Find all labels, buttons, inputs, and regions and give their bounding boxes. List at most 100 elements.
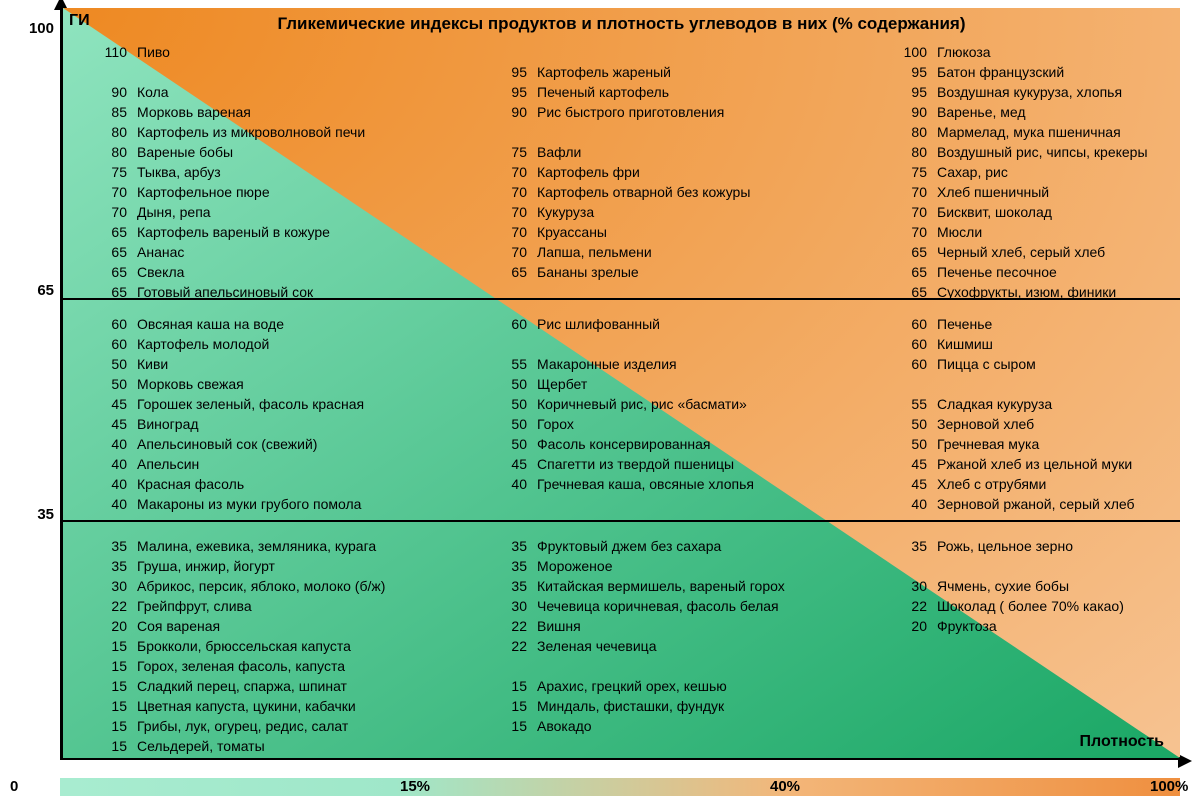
data-row: 90Рис быстрого приготовления	[493, 102, 750, 122]
product-name: Сельдерей, томаты	[137, 736, 265, 756]
gi-value: 15	[493, 696, 537, 716]
data-row: 110Пиво	[93, 42, 365, 62]
data-row: 65Свекла	[93, 262, 365, 282]
data-row: 30Чечевица коричневая, фасоль белая	[493, 596, 785, 616]
gi-value: 15	[493, 676, 537, 696]
gi-value: 70	[893, 222, 937, 242]
product-name: Апельсин	[137, 454, 199, 474]
product-name: Грибы, лук, огурец, редис, салат	[137, 716, 348, 736]
data-row: 40Зерновой ржаной, серый хлеб	[893, 494, 1135, 514]
gi-value: 40	[93, 494, 137, 514]
product-name: Батон французский	[937, 62, 1064, 82]
data-row: 40Апельсин	[93, 454, 364, 474]
product-name: Гречневая мука	[937, 434, 1039, 454]
gi-value: 95	[493, 82, 537, 102]
data-row: 35Китайская вермишель, вареный горох	[493, 576, 785, 596]
data-row: 70Картофель фри	[493, 162, 750, 182]
gi-value: 75	[493, 142, 537, 162]
gi-value: 15	[93, 696, 137, 716]
product-name: Ананас	[137, 242, 184, 262]
data-row: 22Вишня	[493, 616, 785, 636]
product-name: Зеленая чечевица	[537, 636, 656, 656]
y-tick: 35	[4, 506, 54, 523]
data-row: 60Кишмиш	[893, 334, 1135, 354]
gi-value: 22	[893, 596, 937, 616]
data-column: 60Овсяная каша на воде60Картофель молодо…	[93, 314, 364, 514]
product-name: Кукуруза	[537, 202, 594, 222]
gi-value: 90	[893, 102, 937, 122]
data-row: 85Морковь вареная	[93, 102, 365, 122]
gi-value: 70	[93, 202, 137, 222]
data-row: 65Готовый апельсиновый сок	[93, 282, 365, 302]
product-name: Зерновой ржаной, серый хлеб	[937, 494, 1135, 514]
data-column: 35Фруктовый джем без сахара35Мороженое35…	[493, 536, 785, 736]
data-column: 95Картофель жареный95Печеный картофель90…	[493, 42, 750, 282]
gi-value: 55	[893, 394, 937, 414]
product-name: Картофель отварной без кожуры	[537, 182, 750, 202]
gi-value: 95	[493, 62, 537, 82]
gi-value: 35	[493, 576, 537, 596]
data-row: 90Кола	[93, 82, 365, 102]
gi-value: 60	[893, 334, 937, 354]
product-name: Печеный картофель	[537, 82, 669, 102]
data-column: 110Пиво90Кола85Морковь вареная80Картофел…	[93, 42, 365, 302]
gi-value: 30	[893, 576, 937, 596]
gi-value: 50	[893, 414, 937, 434]
product-name: Свекла	[137, 262, 184, 282]
product-name: Хлеб с отрубями	[937, 474, 1046, 494]
product-name: Коричневый рис, рис «басмати»	[537, 394, 747, 414]
data-row: 95Печеный картофель	[493, 82, 750, 102]
gi-value: 75	[93, 162, 137, 182]
data-row: 50Щербет	[493, 374, 754, 394]
product-name: Щербет	[537, 374, 587, 394]
gi-value: 15	[93, 736, 137, 756]
product-name: Миндаль, фисташки, фундук	[537, 696, 724, 716]
gi-value: 70	[893, 182, 937, 202]
data-row: 70Картофельное пюре	[93, 182, 365, 202]
product-name: Пиво	[137, 42, 170, 62]
gi-value: 15	[93, 656, 137, 676]
product-name: Арахис, грецкий орех, кешью	[537, 676, 727, 696]
gi-value: 80	[93, 142, 137, 162]
data-row: 50Коричневый рис, рис «басмати»	[493, 394, 754, 414]
chart-title: Гликемические индексы продуктов и плотно…	[63, 14, 1180, 34]
data-column: 100Глюкоза95Батон французский95Воздушная…	[893, 42, 1148, 302]
data-row	[493, 42, 750, 62]
gi-value: 35	[893, 536, 937, 556]
gi-value: 65	[93, 262, 137, 282]
product-name: Рис быстрого приготовления	[537, 102, 724, 122]
gi-value: 95	[893, 82, 937, 102]
data-row: 15Арахис, грецкий орех, кешью	[493, 676, 785, 696]
data-row: 70Хлеб пшеничный	[893, 182, 1148, 202]
product-name: Мороженое	[537, 556, 612, 576]
product-name: Фруктовый джем без сахара	[537, 536, 721, 556]
data-row: 50Морковь свежая	[93, 374, 364, 394]
product-name: Картофель вареный в кожуре	[137, 222, 330, 242]
gi-value: 65	[93, 242, 137, 262]
data-row: 50Киви	[93, 354, 364, 374]
data-row: 50Зерновой хлеб	[893, 414, 1135, 434]
gi-value: 70	[493, 222, 537, 242]
data-row: 50Фасоль консервированная	[493, 434, 754, 454]
gi-value: 60	[893, 354, 937, 374]
gi-value: 40	[93, 454, 137, 474]
gi-value: 15	[93, 636, 137, 656]
data-row: 15Брокколи, брюссельская капуста	[93, 636, 385, 656]
data-row: 45Хлеб с отрубями	[893, 474, 1135, 494]
gi-value: 65	[893, 242, 937, 262]
data-row: 60Рис шлифованный	[493, 314, 754, 334]
gi-value: 70	[493, 182, 537, 202]
product-name: Соя вареная	[137, 616, 220, 636]
product-name: Брокколи, брюссельская капуста	[137, 636, 351, 656]
product-name: Апельсиновый сок (свежий)	[137, 434, 317, 454]
product-name: Авокадо	[537, 716, 592, 736]
gi-value: 65	[893, 262, 937, 282]
data-row: 80Воздушный рис, чипсы, крекеры	[893, 142, 1148, 162]
gi-value: 50	[93, 354, 137, 374]
data-row: 80Картофель из микроволновой печи	[93, 122, 365, 142]
product-name: Сладкая кукуруза	[937, 394, 1052, 414]
data-row	[493, 656, 785, 676]
data-row: 20Фруктоза	[893, 616, 1124, 636]
product-name: Красная фасоль	[137, 474, 244, 494]
product-name: Сухофрукты, изюм, финики	[937, 282, 1116, 302]
